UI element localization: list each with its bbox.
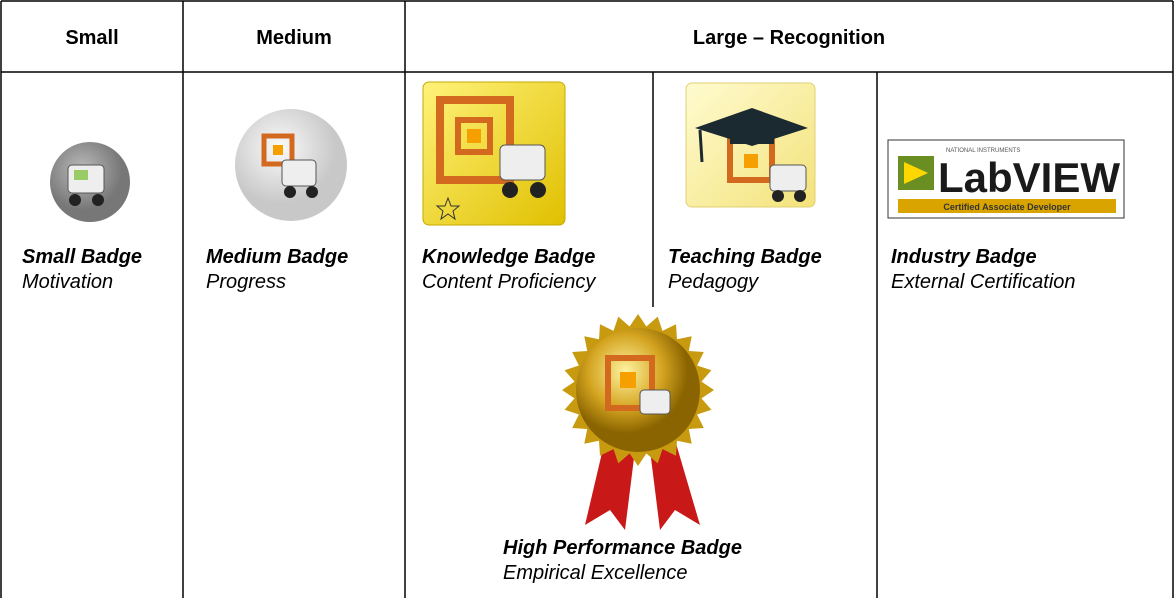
badge-name: Knowledge Badge (422, 246, 595, 268)
badge-purpose: Empirical Excellence (503, 562, 688, 584)
badge-purpose: Pedagogy (668, 271, 759, 293)
knowledge-badge-icon (422, 81, 566, 226)
column-header: Large – Recognition (693, 27, 885, 49)
badge-purpose: Motivation (22, 271, 113, 293)
badge-purpose: Progress (206, 271, 286, 293)
badge-name: Small Badge (22, 246, 142, 268)
badge-purpose: External Certification (891, 271, 1076, 293)
logo-certification: Certified Associate Developer (943, 202, 1071, 212)
badge-purpose: Content Proficiency (422, 271, 596, 293)
medium-badge-icon (235, 109, 347, 221)
column-header: Medium (256, 27, 332, 49)
small-badge-icon (50, 142, 130, 222)
badge-name: High Performance Badge (503, 537, 742, 559)
badge-name: Medium Badge (206, 246, 348, 268)
high-performance-badge-icon (562, 314, 714, 530)
teaching-badge-icon (685, 82, 816, 208)
column-header: Small (65, 27, 118, 49)
badge-name: Industry Badge (891, 246, 1037, 268)
logo-maker: NATIONAL INSTRUMENTS (946, 148, 1020, 154)
labview-logo: NATIONAL INSTRUMENTS LabVIEW Certified A… (887, 139, 1125, 219)
badge-name: Teaching Badge (668, 246, 822, 268)
logo-product: LabVIEW (938, 154, 1120, 201)
